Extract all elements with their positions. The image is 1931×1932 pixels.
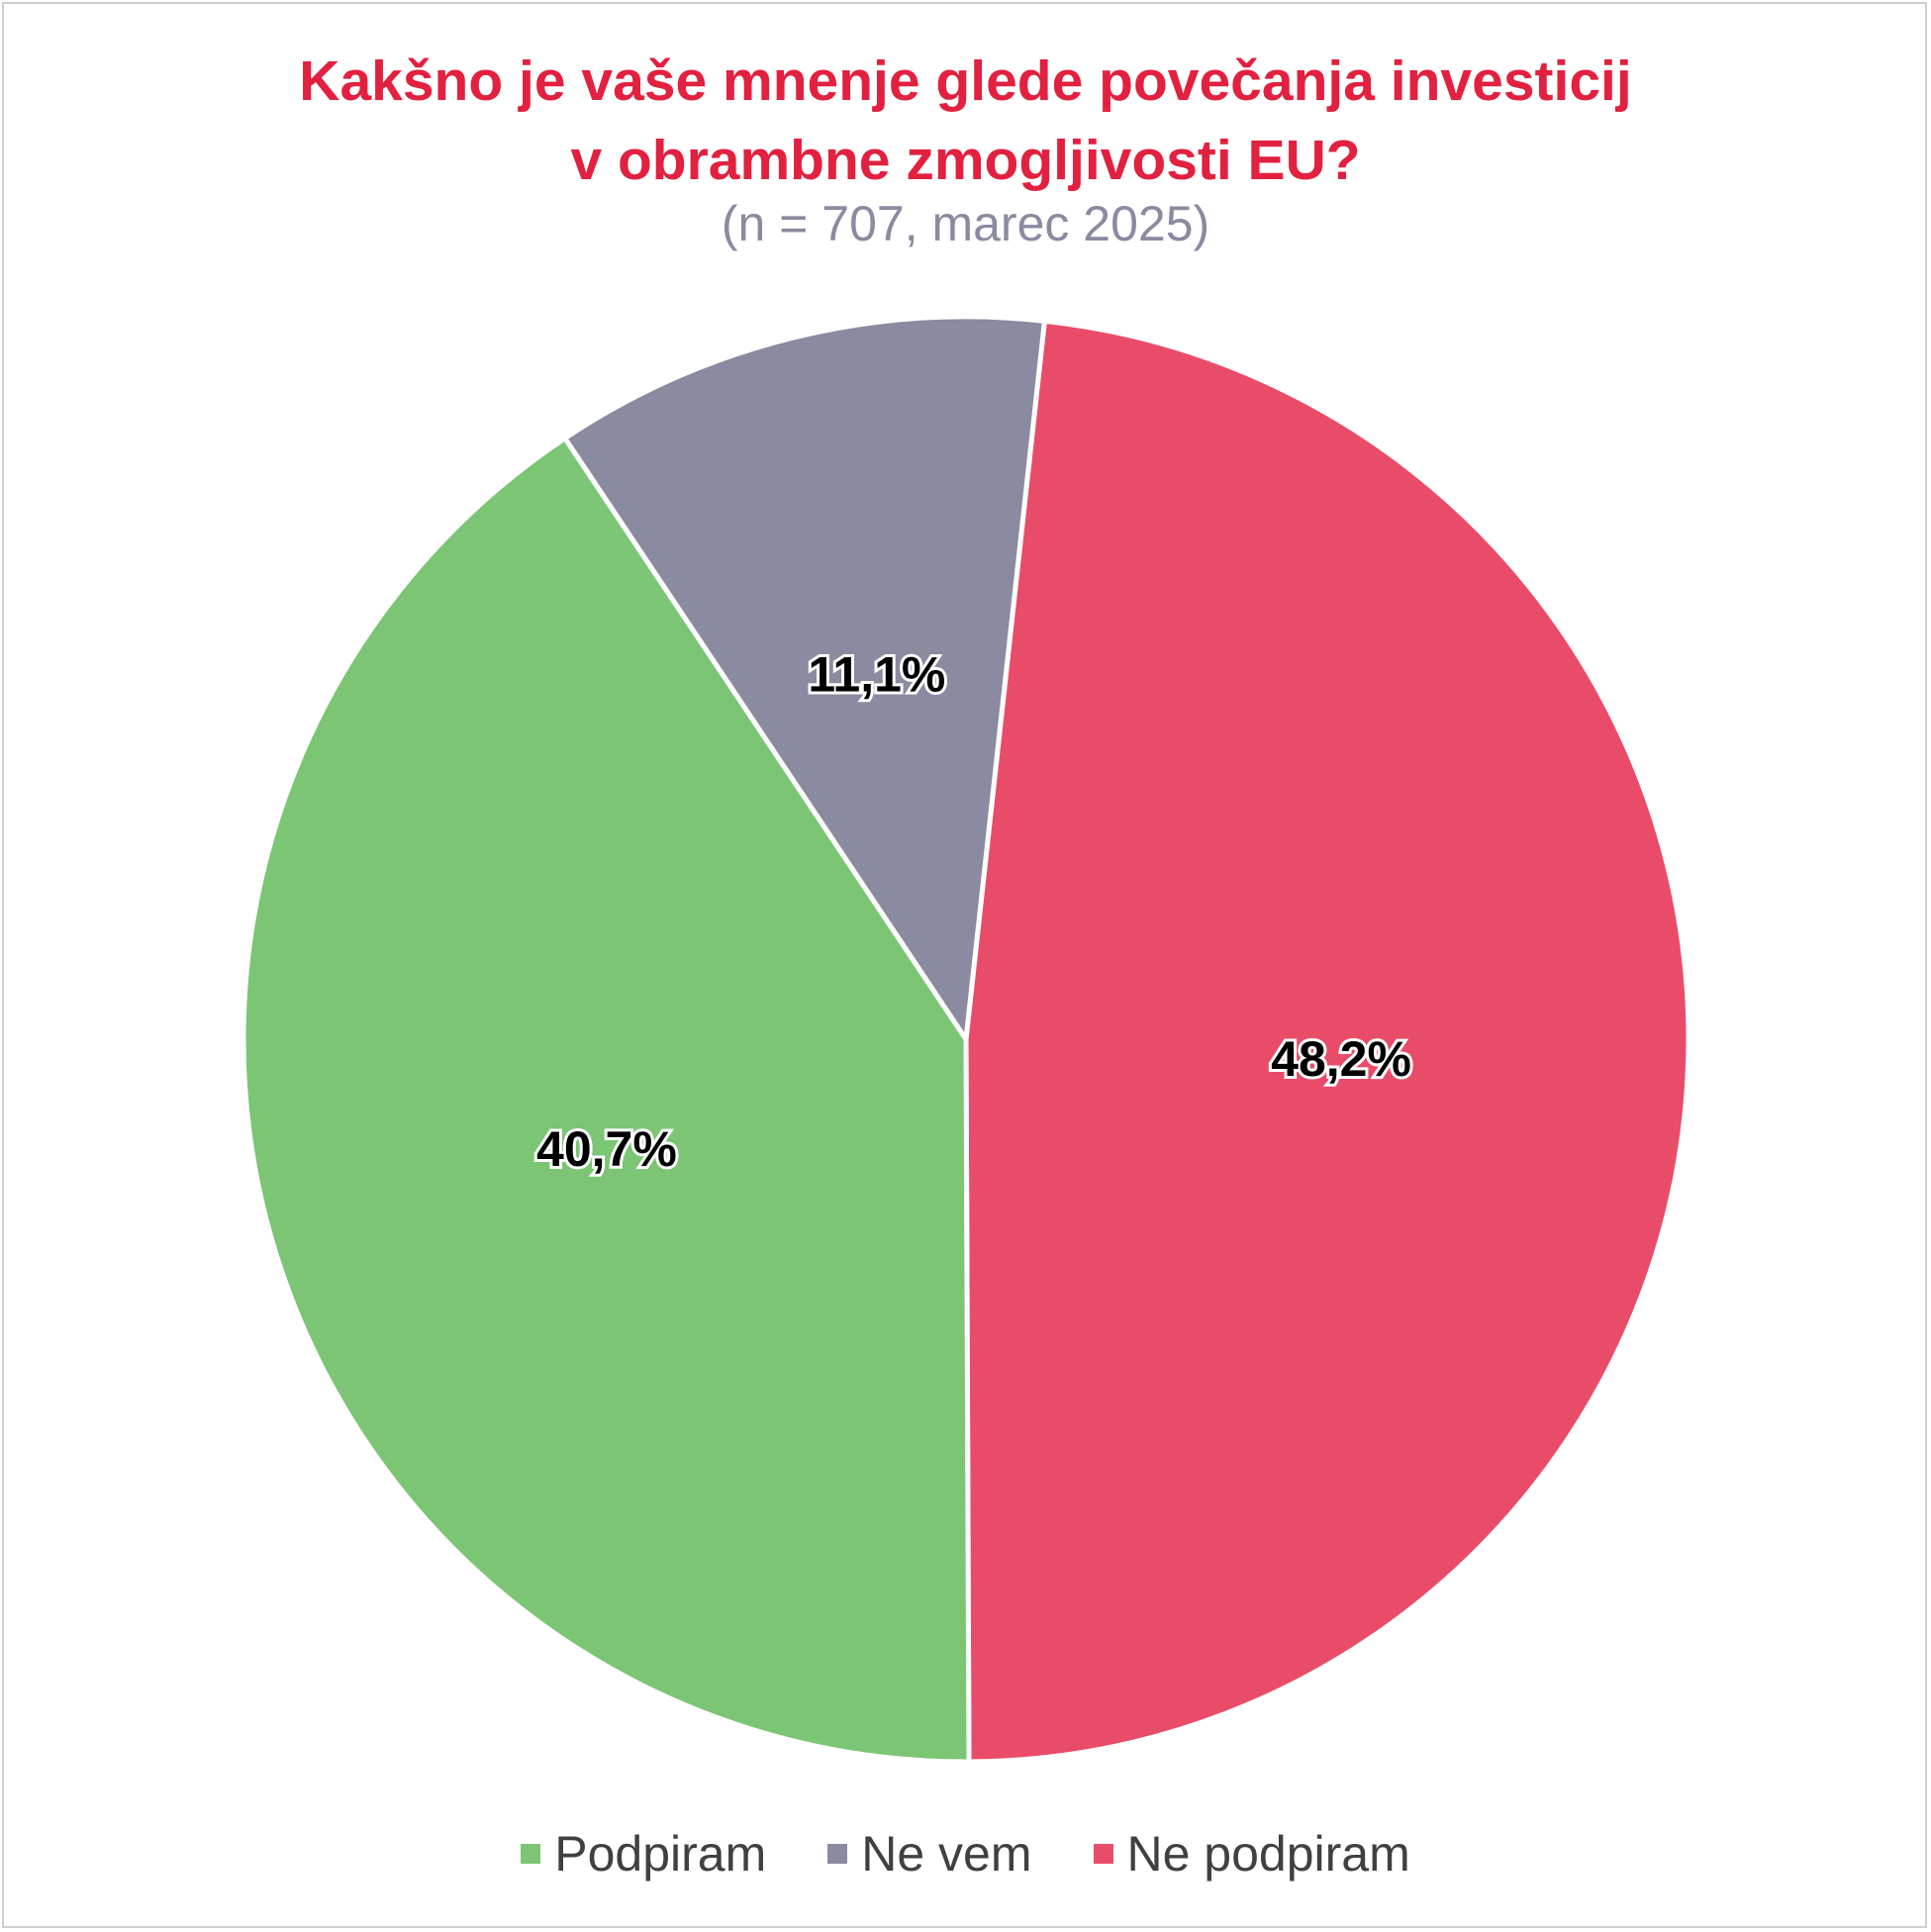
legend-item-ne-vem: Ne vem	[827, 1825, 1032, 1883]
legend-item-ne-podpiram: Ne podpiram	[1093, 1825, 1410, 1883]
legend-item-podpiram: Podpiram	[521, 1825, 766, 1883]
pie-slice-ne-vem	[562, 314, 1047, 1042]
legend-label-ne-podpiram: Ne podpiram	[1126, 1826, 1410, 1882]
chart-title: Kakšno je vaše mnenje glede povečanja in…	[0, 42, 1931, 200]
legend-swatch-podpiram	[521, 1844, 541, 1864]
pie-label-ne-podpiram: 48,2%	[1271, 1031, 1411, 1087]
pie-slice-ne-podpiram	[963, 318, 1691, 1765]
legend-swatch-ne-podpiram	[1093, 1844, 1113, 1864]
legend-label-ne-vem: Ne vem	[861, 1826, 1032, 1882]
chart-subtitle: (n = 707, marec 2025)	[721, 196, 1210, 251]
legend-label-podpiram: Podpiram	[554, 1826, 767, 1882]
chart-legend: Podpiram Ne vem Ne podpiram	[0, 1824, 1931, 1884]
pie-label-podpiram: 40,7%	[536, 1121, 677, 1177]
legend-swatch-ne-vem	[827, 1844, 848, 1864]
chart-title-line-2: v obrambne zmogljivosti EU?	[570, 129, 1361, 192]
pie-label-ne-vem: 11,1%	[808, 646, 945, 702]
pie-slice-podpiram	[241, 435, 972, 1765]
chart-title-line-1: Kakšno je vaše mnenje glede povečanja in…	[299, 49, 1632, 113]
